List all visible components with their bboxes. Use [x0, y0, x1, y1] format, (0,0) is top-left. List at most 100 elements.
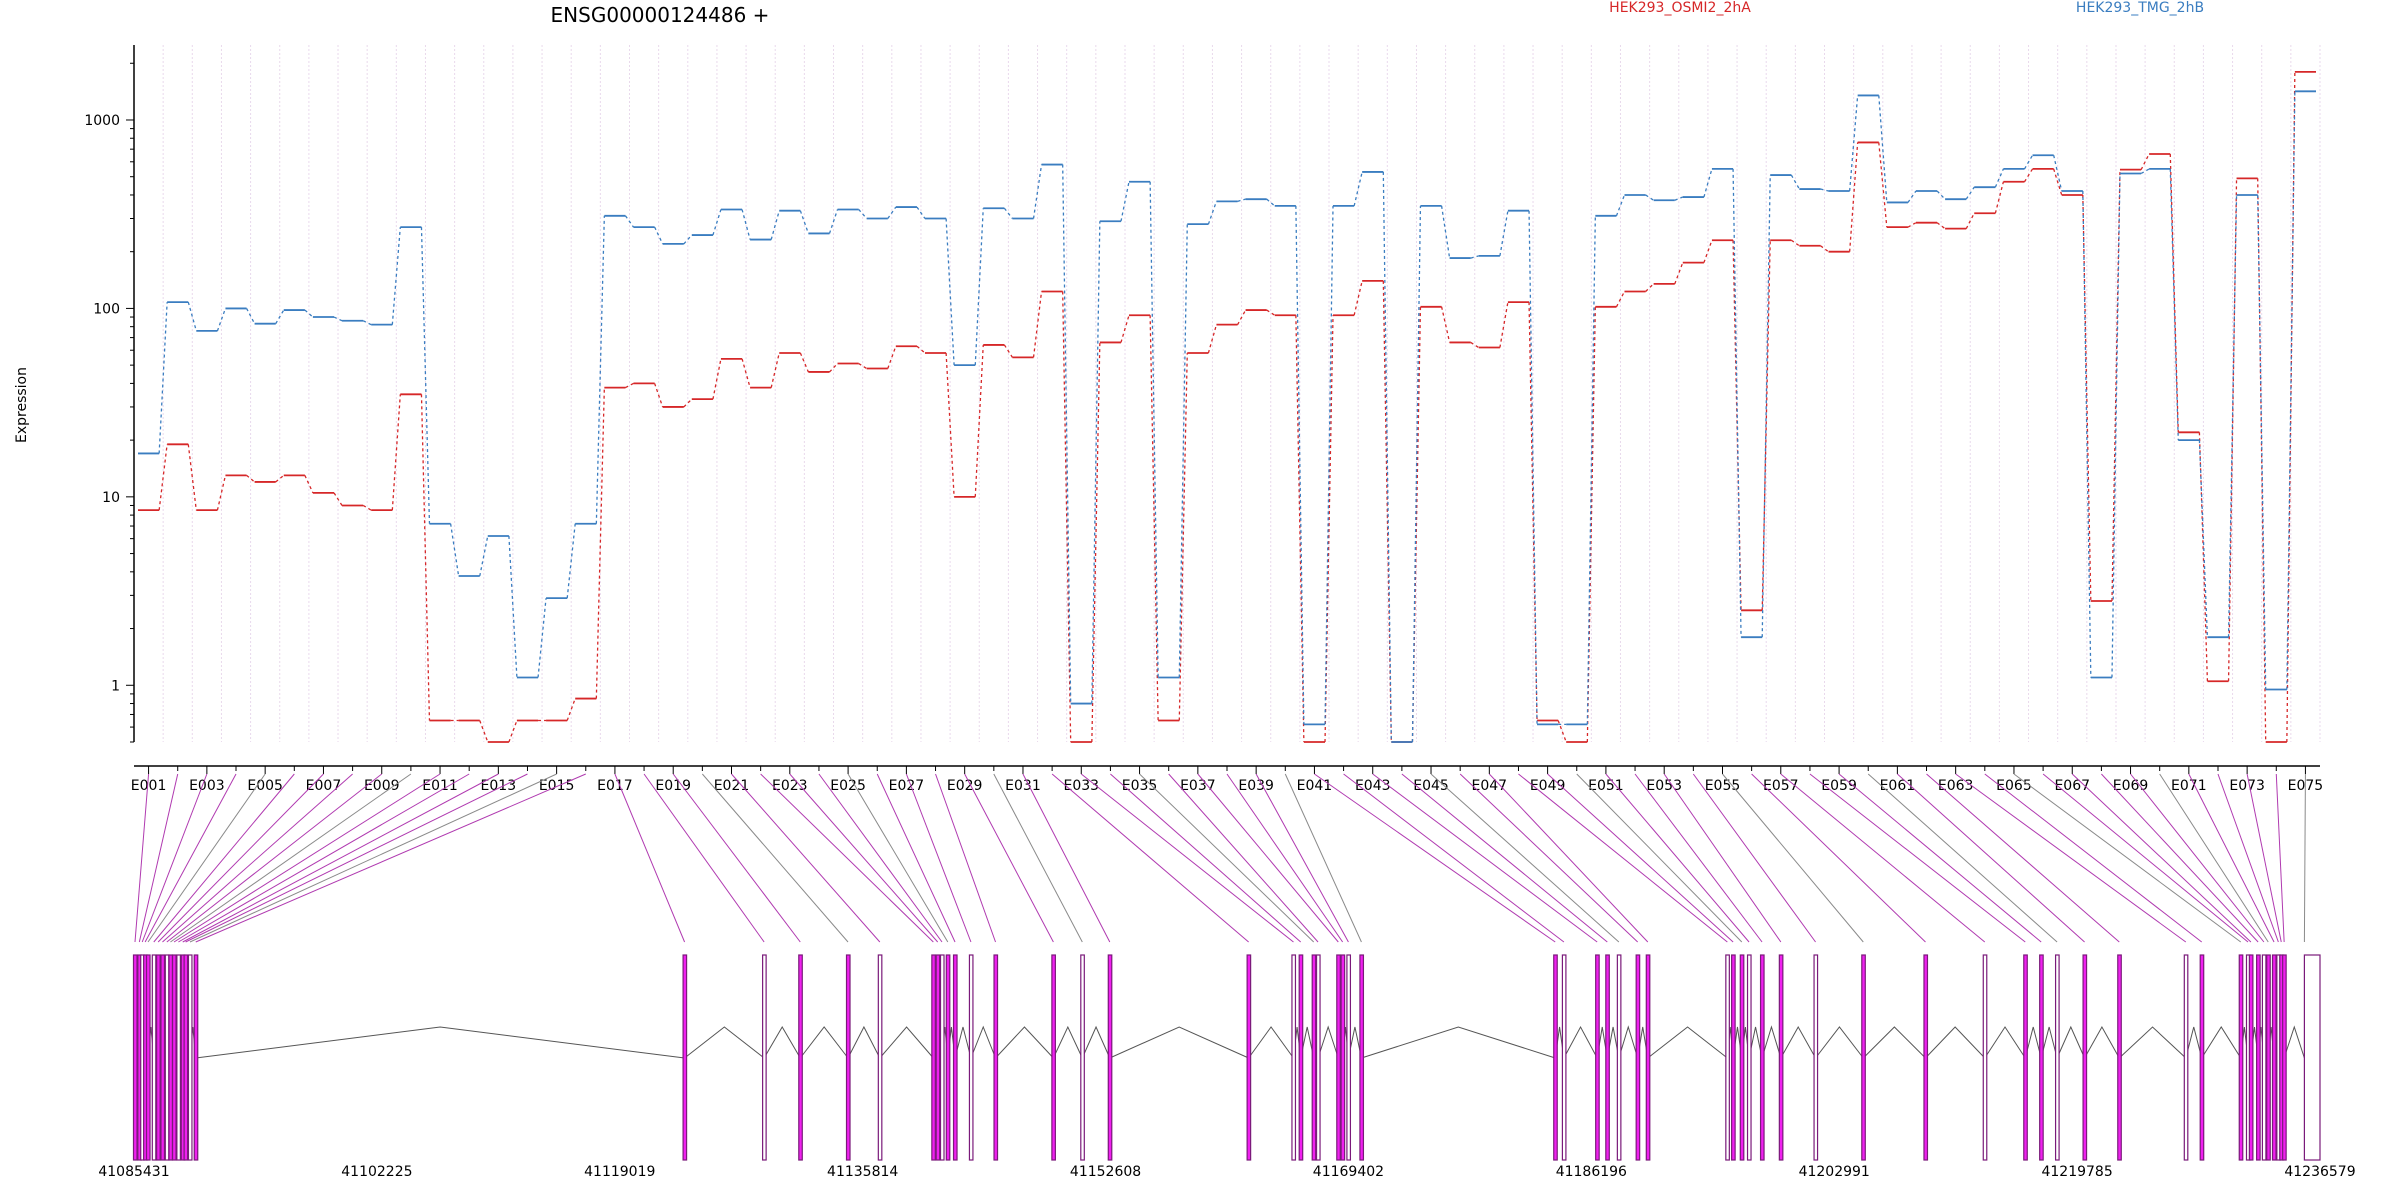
- exon-connector: [2217, 773, 2279, 943]
- series-riser: [595, 387, 605, 699]
- series-riser: [2286, 91, 2296, 690]
- exon-connector: [935, 773, 996, 943]
- exon-connector: [2188, 773, 2275, 943]
- exon-connector: [2303, 773, 2306, 943]
- exon-connector: [1459, 773, 1639, 943]
- series-riser: [1120, 181, 1130, 222]
- series-riser: [1732, 168, 1742, 638]
- exon-connector: [1488, 773, 1649, 943]
- series-riser: [1178, 352, 1188, 721]
- x-tick-label: E013: [481, 778, 517, 794]
- series-riser: [887, 346, 897, 369]
- series-riser: [1965, 186, 1975, 200]
- exon-block: [1080, 954, 1085, 1161]
- intron-line: [1317, 1025, 1339, 1059]
- y-axis: 1 10 100 1000: [84, 45, 135, 743]
- exon-block: [1298, 954, 1304, 1161]
- exon-connector: [1255, 773, 1349, 943]
- x-tick-label: E053: [1646, 778, 1682, 794]
- series-riser: [1440, 306, 1451, 343]
- x-tick-label: E045: [1413, 778, 1449, 794]
- series-riser: [2227, 194, 2238, 638]
- exon-connector: [1372, 773, 1598, 943]
- x-tick-label: E031: [1005, 778, 1041, 794]
- x-tick-label: E011: [422, 778, 458, 794]
- coordinate-label: 41219785: [2041, 1164, 2112, 1180]
- exon-block: [1746, 954, 1752, 1161]
- exon-connector: [1634, 773, 1763, 943]
- exon-connector: [153, 773, 295, 943]
- series-riser: [1207, 324, 1218, 354]
- exon-block: [2303, 954, 2321, 1161]
- series-riser: [858, 209, 868, 219]
- series-riser: [275, 309, 285, 324]
- exon-block: [2256, 954, 2261, 1161]
- series-riser: [1790, 239, 1800, 247]
- series-riser: [741, 209, 751, 240]
- coordinate-label: 41169402: [1313, 1164, 1384, 1180]
- exon-block: [2271, 954, 2277, 1161]
- intron-line: [2084, 1025, 2120, 1059]
- series-riser: [246, 474, 255, 483]
- exon-connector: [731, 773, 881, 943]
- series-riser: [1761, 240, 1771, 611]
- series-riser: [1237, 309, 1247, 325]
- exon-block: [845, 954, 851, 1161]
- exon-block: [2199, 954, 2205, 1161]
- exon-connector: [170, 773, 412, 943]
- series-riser: [1003, 207, 1013, 219]
- gene-model: [132, 954, 2321, 1161]
- exon-block: [160, 954, 166, 1161]
- exon-connector: [818, 773, 943, 943]
- exon-block: [1731, 954, 1736, 1161]
- intron-line: [2040, 1026, 2058, 1059]
- exon-block: [187, 954, 193, 1161]
- x-tick-label: E043: [1355, 778, 1391, 794]
- intron-line: [1780, 1025, 1816, 1059]
- series-riser: [770, 210, 780, 240]
- intron-line: [954, 1026, 972, 1059]
- exon-block: [931, 954, 936, 1161]
- exon-connector: [1518, 773, 1728, 943]
- exon-connector: [1430, 773, 1620, 943]
- series-riser: [333, 316, 343, 322]
- exon-block: [952, 954, 958, 1161]
- intron-line: [2201, 1026, 2242, 1059]
- exon-connector: [2246, 773, 2282, 943]
- intron-line: [970, 1025, 996, 1059]
- exon-connector: [876, 773, 956, 943]
- exon-connector: [2275, 773, 2285, 943]
- genomic-coordinates: 41085431 41102225 41119019 41135814 41152608…: [98, 1164, 2355, 1180]
- y-axis-label: Expression: [14, 367, 30, 443]
- series-riser: [479, 535, 489, 577]
- series-riser: [1528, 210, 1538, 725]
- exon-block: [145, 954, 151, 1161]
- series-b: [138, 90, 2316, 743]
- intron-line: [684, 1026, 765, 1059]
- x-tick-label: E037: [1180, 778, 1216, 794]
- exon-block: [1315, 954, 1321, 1161]
- series-riser: [1965, 212, 1975, 229]
- exon-connector: [1867, 773, 2058, 943]
- series-riser: [916, 206, 926, 219]
- exon-connector: [789, 773, 939, 943]
- series-riser: [654, 383, 664, 408]
- x-tick-label: E029: [947, 778, 983, 794]
- exon-block: [164, 954, 170, 1161]
- exon-connector: [1110, 773, 1302, 943]
- series-riser: [1295, 315, 1305, 743]
- series-riser: [1557, 720, 1567, 743]
- series-riser: [2257, 194, 2267, 690]
- exon-block: [2082, 954, 2088, 1161]
- exon-block: [1246, 954, 1252, 1161]
- series-riser: [216, 308, 227, 332]
- exon-connector: [2013, 773, 2242, 943]
- series-riser: [187, 301, 197, 332]
- x-tick-label: E033: [1063, 778, 1099, 794]
- series-riser: [828, 209, 839, 234]
- exon-block: [1645, 954, 1651, 1161]
- intron-line: [1563, 1025, 1598, 1059]
- intron-line: [1081, 1025, 1111, 1059]
- series-riser: [1790, 174, 1800, 190]
